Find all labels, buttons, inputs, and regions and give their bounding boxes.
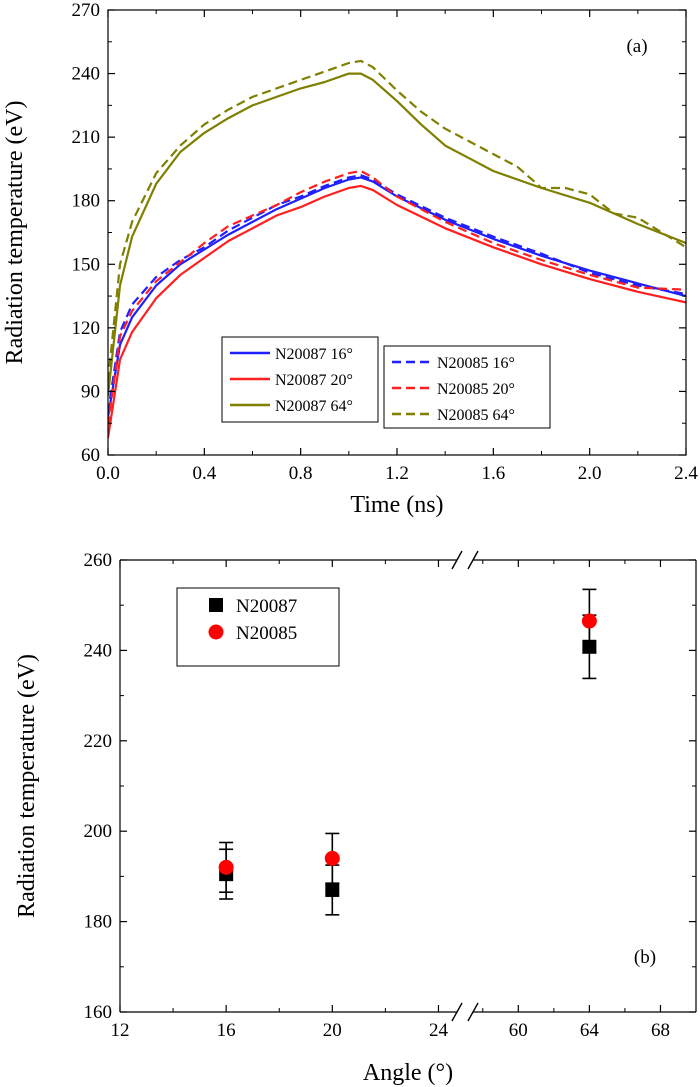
- panel-a-legend: N20087 16° N20087 20° N20087 64° N20085 16°…: [221, 336, 551, 429]
- panel-a-x-axis-title: Time (ns): [350, 492, 443, 518]
- legend-label-n20087-20: N20087 20°: [275, 372, 353, 389]
- y-tick-label: 60: [81, 445, 100, 466]
- legend-label-n20087-64: N20087 64°: [275, 398, 353, 415]
- y-tick-label: 180: [72, 191, 101, 212]
- panel-b-ticks: 12 16 20 24 60 64 68 160 180 200 220 240 260: [84, 550, 696, 1041]
- series-line-n20087-64: [108, 72, 686, 396]
- data-point-n20085: [218, 859, 234, 875]
- x-tick-label: 68: [651, 1020, 670, 1041]
- legend-label-n20085-20: N20085 20°: [437, 381, 515, 398]
- y-tick-label: 260: [84, 550, 113, 571]
- data-point-n20085: [324, 850, 340, 866]
- y-tick-label: 150: [72, 254, 101, 275]
- y-tick-label: 270: [72, 0, 101, 21]
- panel-b-points: [218, 588, 597, 916]
- series-line-n20085-16: [108, 174, 686, 413]
- y-tick-label: 90: [81, 381, 100, 402]
- legend-label-n20087-16: N20087 16°: [275, 346, 353, 363]
- x-tick-label: 16: [217, 1020, 236, 1041]
- panel-a-y-axis-title: Radiation temperature (eV): [2, 101, 28, 365]
- y-tick-label: 120: [72, 318, 101, 339]
- axis-break-mark: [451, 550, 463, 570]
- x-tick-label: 20: [323, 1020, 342, 1041]
- x-tick-label: 12: [111, 1020, 130, 1041]
- panel-b-legend: N20087 N20085: [176, 587, 340, 667]
- y-tick-label: 180: [84, 912, 113, 933]
- x-tick-label: 1.6: [481, 463, 505, 484]
- x-tick-label: 0.8: [289, 463, 313, 484]
- x-tick-label: 60: [509, 1020, 528, 1041]
- x-tick-label: 64: [580, 1020, 600, 1041]
- y-tick-label: 240: [72, 64, 101, 85]
- legend-box: [176, 587, 340, 667]
- x-tick-label: 24: [429, 1020, 449, 1041]
- x-tick-label: 1.2: [385, 463, 409, 484]
- legend-label-n20085: N20085: [236, 623, 297, 644]
- legend-marker-n20087: [209, 598, 223, 612]
- panel-b-y-axis-title: Radiation temperature (eV): [14, 654, 40, 918]
- x-tick-label: 0.0: [96, 463, 120, 484]
- panel-b-scatter-chart: 12 16 20 24 60 64 68 160 180 200 220 240 260 Angle (…: [14, 550, 697, 1086]
- x-tick-label: 2.0: [578, 463, 602, 484]
- panel-a-ticks: 0.0 0.4 0.8 1.2 1.6 2.0 2.4 60 90 120 150 180 210 240…: [72, 0, 699, 484]
- series-line-n20087-16: [108, 176, 686, 418]
- y-tick-label: 200: [84, 821, 113, 842]
- series-line-n20085-64: [108, 59, 686, 381]
- panel-a-line-chart: 0.0 0.4 0.8 1.2 1.6 2.0 2.4 60 90 120 150 180 210 240…: [2, 0, 698, 518]
- y-tick-label: 160: [84, 1002, 113, 1023]
- x-tick-label: 2.4: [674, 463, 698, 484]
- data-point-n20085: [581, 613, 597, 629]
- legend-label-n20087: N20087: [236, 596, 297, 617]
- x-tick-label: 0.4: [192, 463, 216, 484]
- y-tick-label: 220: [84, 731, 113, 752]
- legend-label-n20085-16: N20085 16°: [437, 355, 515, 372]
- panel-a-label: (a): [626, 36, 647, 57]
- legend-label-n20085-64: N20085 64°: [437, 407, 515, 424]
- data-point-n20087: [325, 882, 340, 897]
- legend-marker-n20085: [208, 624, 224, 640]
- axis-break-mark: [467, 1002, 479, 1022]
- panel-a-series-group: [108, 59, 686, 439]
- panel-b-x-axis-title: Angle (°): [363, 1060, 453, 1086]
- series-line-n20087-20: [108, 184, 686, 439]
- y-tick-label: 210: [72, 127, 101, 148]
- series-line-n20085-20: [108, 169, 686, 426]
- axis-break-mark: [467, 550, 479, 570]
- axis-break-mark: [451, 1002, 463, 1022]
- panel-b-label: (b): [634, 947, 656, 968]
- y-tick-label: 240: [84, 640, 113, 661]
